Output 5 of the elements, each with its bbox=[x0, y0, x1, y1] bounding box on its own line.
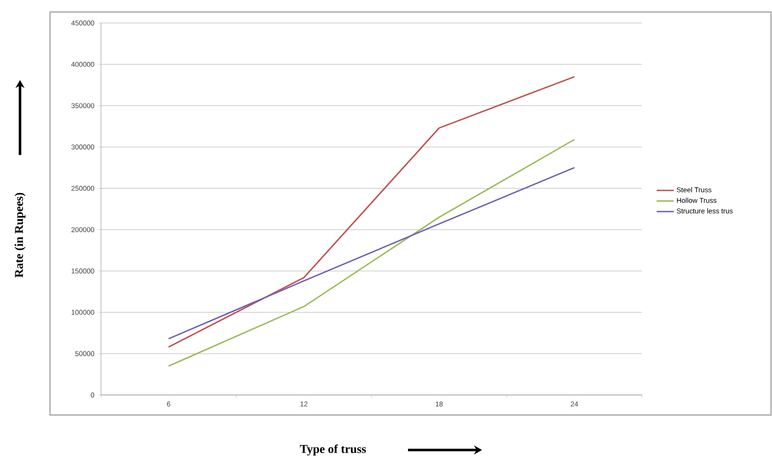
x-axis-title: Type of truss bbox=[300, 444, 366, 456]
line-series bbox=[168, 138, 576, 367]
line-series bbox=[168, 76, 576, 348]
y-axis-title: Rate (in Rupees) bbox=[14, 192, 26, 278]
line-series bbox=[168, 166, 576, 340]
